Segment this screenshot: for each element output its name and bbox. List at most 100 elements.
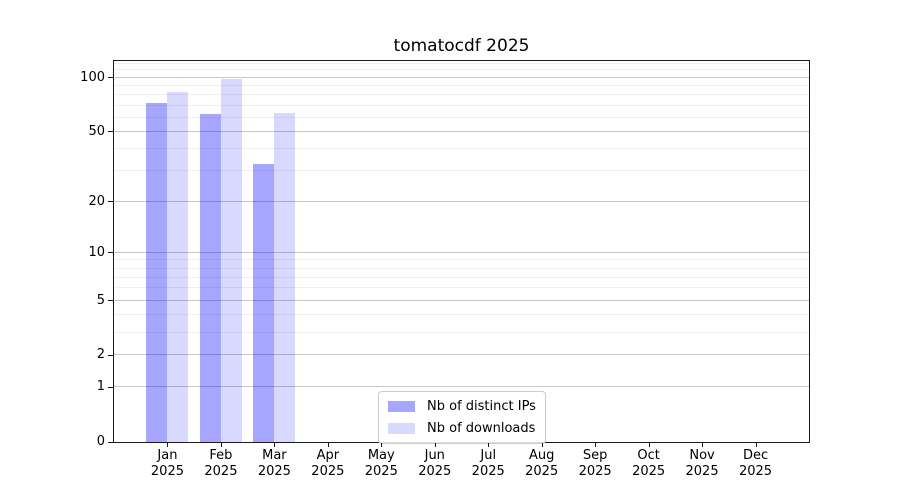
- minor-gridline: [114, 287, 809, 289]
- major-gridline: [114, 354, 809, 356]
- x-tick-month: Jan: [157, 448, 178, 463]
- minor-gridline: [114, 85, 809, 87]
- y-tick-label: 5: [96, 292, 105, 308]
- y-tick-mark: [108, 252, 113, 254]
- y-tick-label: 50: [88, 123, 105, 139]
- major-gridline: [114, 299, 809, 301]
- legend-item-downloads: Nb of downloads: [388, 421, 536, 436]
- x-tick-mark: [488, 443, 490, 447]
- x-tick-month: Aug: [528, 448, 555, 463]
- x-tick-label-jun: Jun 2025: [395, 448, 475, 480]
- y-tick-label: 1: [96, 379, 105, 395]
- x-tick-year: 2025: [311, 464, 345, 479]
- x-tick-label-dec: Dec 2025: [716, 448, 796, 480]
- x-tick-month: Apr: [316, 448, 340, 463]
- minor-gridline: [114, 116, 809, 118]
- x-tick-year: 2025: [418, 464, 452, 479]
- x-tick-mark: [274, 443, 276, 447]
- plot-area: [113, 60, 810, 443]
- y-tick-label: 100: [80, 69, 105, 85]
- x-tick-month: Dec: [742, 448, 769, 463]
- bar-distinct-ips-feb: [199, 113, 221, 442]
- bar-distinct-ips-mar: [253, 163, 275, 442]
- major-gridline: [114, 76, 809, 78]
- x-tick-month: Jun: [424, 448, 445, 463]
- minor-gridline: [114, 314, 809, 315]
- x-tick-month: Oct: [637, 448, 660, 463]
- major-gridline: [114, 386, 809, 388]
- legend-label-distinct-ips: Nb of distinct IPs: [427, 399, 536, 414]
- major-gridline: [114, 200, 809, 202]
- legend-label-downloads: Nb of downloads: [427, 421, 536, 436]
- x-tick-year: 2025: [578, 464, 612, 479]
- y-tick-mark: [108, 386, 113, 388]
- major-gridline: [114, 130, 809, 132]
- x-tick-mark: [755, 443, 757, 447]
- x-tick-year: 2025: [471, 464, 505, 479]
- x-tick-month: Jul: [480, 448, 497, 463]
- x-tick-label-feb: Feb 2025: [181, 448, 261, 480]
- x-tick-mark: [167, 443, 169, 447]
- x-tick-mark: [595, 443, 597, 447]
- x-tick-label-sep: Sep 2025: [555, 448, 635, 480]
- minor-gridline: [114, 267, 809, 269]
- y-tick-label: 2: [96, 347, 105, 363]
- x-tick-year: 2025: [150, 464, 184, 479]
- x-tick-label-may: May 2025: [341, 448, 421, 480]
- minor-gridline: [114, 276, 809, 278]
- x-tick-label-jan: Jan 2025: [127, 448, 207, 480]
- y-tick-mark: [108, 441, 113, 443]
- y-tick-mark: [108, 77, 113, 79]
- y-tick-label: 20: [88, 193, 105, 209]
- x-tick-mark: [702, 443, 704, 447]
- minor-gridline: [114, 69, 809, 71]
- x-tick-mark: [541, 443, 543, 447]
- bar-downloads-feb: [220, 79, 242, 442]
- bar-downloads-jan: [167, 92, 189, 442]
- x-tick-label-jul: Jul 2025: [448, 448, 528, 480]
- x-tick-month: Nov: [689, 448, 715, 463]
- x-tick-month: Mar: [262, 448, 287, 463]
- x-tick-label-nov: Nov 2025: [662, 448, 742, 480]
- major-gridline: [114, 251, 809, 253]
- y-tick-mark: [108, 201, 113, 203]
- x-tick-mark: [434, 443, 436, 447]
- y-tick-mark: [108, 300, 113, 302]
- x-tick-mark: [327, 443, 329, 447]
- x-tick-year: 2025: [632, 464, 666, 479]
- y-tick-label: 0: [96, 434, 105, 449]
- x-tick-label-oct: Oct 2025: [609, 448, 689, 480]
- minor-gridline: [114, 259, 809, 261]
- legend-swatch-distinct-ips: [388, 401, 415, 412]
- minor-gridline: [114, 104, 809, 106]
- chart-title: tomatocdf 2025: [393, 36, 530, 56]
- y-tick-label: 10: [88, 244, 105, 260]
- bar-distinct-ips-jan: [146, 103, 168, 442]
- legend-swatch-downloads: [388, 423, 415, 434]
- x-tick-month: Sep: [582, 448, 608, 463]
- x-tick-year: 2025: [685, 464, 719, 479]
- y-tick-mark: [108, 131, 113, 133]
- minor-gridline: [114, 331, 809, 333]
- x-tick-mark: [648, 443, 650, 447]
- x-tick-year: 2025: [738, 464, 773, 479]
- x-tick-mark: [381, 443, 383, 447]
- minor-gridline: [114, 94, 809, 96]
- x-tick-year: 2025: [525, 464, 559, 479]
- x-tick-label-apr: Apr 2025: [288, 448, 368, 480]
- x-tick-month: May: [367, 448, 395, 463]
- x-tick-mark: [220, 443, 222, 447]
- minor-gridline: [114, 62, 809, 64]
- x-tick-year: 2025: [364, 464, 398, 479]
- bar-downloads-mar: [274, 112, 296, 442]
- minor-gridline: [114, 170, 809, 172]
- y-tick-mark: [108, 354, 113, 356]
- x-tick-label-aug: Aug 2025: [502, 448, 582, 480]
- x-tick-year: 2025: [257, 464, 291, 479]
- legend-item-distinct-ips: Nb of distinct IPs: [388, 399, 536, 414]
- x-tick-month: Feb: [209, 448, 233, 463]
- x-tick-year: 2025: [204, 464, 238, 479]
- x-tick-label-mar: Mar 2025: [234, 448, 314, 480]
- minor-gridline: [114, 147, 809, 149]
